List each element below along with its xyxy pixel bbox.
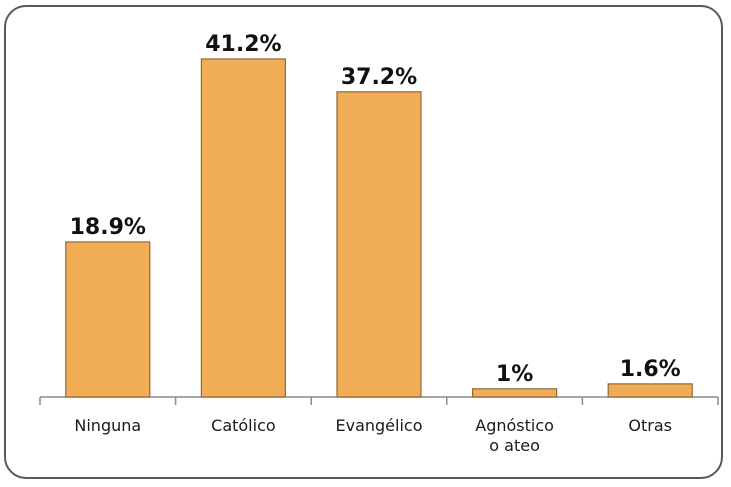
data-label: 18.9% [70, 215, 146, 240]
bar [65, 241, 151, 398]
bar [200, 58, 286, 398]
x-tick-label: Agnóstico [475, 416, 554, 435]
data-label: 1.6% [620, 357, 681, 382]
bar [336, 91, 422, 398]
x-tick-label: Católico [211, 416, 276, 435]
bar [607, 383, 693, 398]
x-tick-label: Otras [628, 416, 672, 435]
data-label: 41.2% [205, 32, 281, 57]
bar [472, 388, 558, 398]
data-label: 1% [496, 362, 533, 387]
x-tick-label: o ateo [489, 436, 540, 455]
x-tick-label: Ninguna [74, 416, 141, 435]
x-tick-label: Evangélico [336, 416, 423, 435]
data-label: 37.2% [341, 65, 417, 90]
